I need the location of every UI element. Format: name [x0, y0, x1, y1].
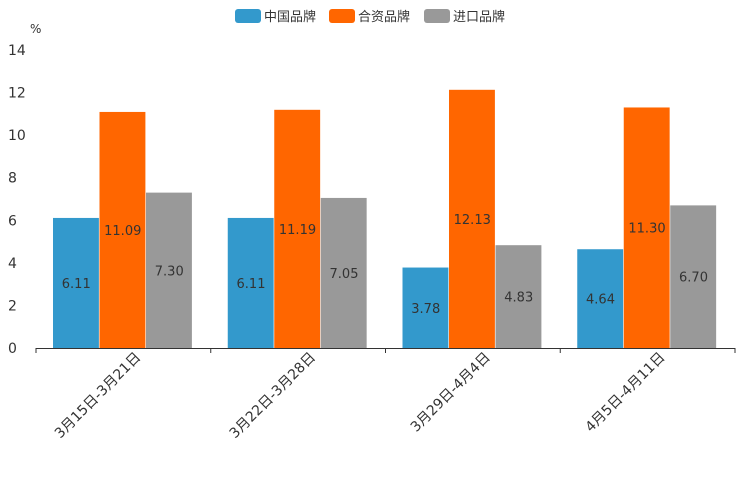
x-tick-label-3: 3月29日-4月4日: [408, 350, 494, 436]
y-tick-label-14: 14: [8, 43, 26, 59]
legend: 中国品牌 合资品牌 进口品牌: [235, 9, 505, 25]
bar-joint-venture-brand-1[interactable]: [99, 111, 146, 348]
bar-joint-venture-brand-3[interactable]: [449, 89, 495, 348]
data-label-china-brand-4: 4.64: [586, 293, 615, 308]
x-tick-label-1: 3月15日-3月21日: [52, 350, 144, 442]
data-label-china-brand-1: 6.11: [62, 277, 91, 292]
legend-swatch-joint-venture-brand: [329, 9, 355, 23]
bar-import-brand-2[interactable]: [320, 197, 367, 348]
data-label-joint-venture-brand-1: 11.09: [104, 224, 141, 239]
bar-china-brand-1[interactable]: [53, 217, 99, 348]
legend-item-import-brand[interactable]: 进口品牌: [424, 9, 505, 25]
data-label-import-brand-3: 4.83: [504, 291, 533, 306]
data-label-import-brand-2: 7.05: [330, 267, 359, 282]
x-tick-label-2: 3月22日-3月28日: [227, 350, 319, 442]
data-labels: 6.11 11.09 7.30 6.11 11.19 7.05 3.78 12.13 4.83 4…: [62, 213, 708, 317]
legend-item-joint-venture-brand[interactable]: 合资品牌: [329, 9, 410, 25]
data-label-import-brand-1: 7.30: [155, 264, 184, 279]
data-label-joint-venture-brand-2: 11.19: [279, 223, 316, 238]
y-tick-label-6: 6: [8, 213, 17, 229]
bar-joint-venture-brand-4[interactable]: [623, 107, 670, 348]
bar-china-brand-3[interactable]: [402, 267, 449, 348]
bar-import-brand-1[interactable]: [146, 192, 192, 348]
y-axis-unit-label: %: [30, 22, 41, 36]
x-tick-label-4: 4月5日-4月11日: [582, 350, 668, 436]
bars: [53, 89, 717, 348]
bar-import-brand-4[interactable]: [670, 205, 717, 348]
legend-item-china-brand[interactable]: 中国品牌: [235, 9, 316, 25]
legend-label-import-brand: 进口品牌: [453, 9, 505, 25]
bar-china-brand-4[interactable]: [577, 249, 624, 348]
data-label-china-brand-3: 3.78: [411, 302, 440, 317]
y-tick-label-10: 10: [8, 128, 26, 144]
bar-joint-venture-brand-2[interactable]: [274, 109, 321, 348]
y-axis: 0 2 4 6 8 10 12 14: [8, 43, 26, 357]
bar-import-brand-3[interactable]: [495, 245, 542, 348]
legend-label-joint-venture-brand: 合资品牌: [358, 9, 410, 25]
legend-swatch-import-brand: [424, 9, 450, 23]
data-label-china-brand-2: 6.11: [237, 277, 266, 292]
data-label-joint-venture-brand-3: 12.13: [454, 213, 491, 228]
y-tick-label-8: 8: [8, 171, 17, 187]
y-tick-label-0: 0: [8, 341, 17, 357]
y-tick-label-2: 2: [8, 298, 17, 314]
data-label-import-brand-4: 6.70: [679, 271, 708, 286]
y-tick-label-12: 12: [8, 86, 26, 102]
legend-label-china-brand: 中国品牌: [264, 9, 316, 25]
legend-swatch-china-brand: [235, 9, 261, 23]
data-label-joint-venture-brand-4: 11.30: [628, 222, 665, 237]
y-tick-label-4: 4: [8, 256, 17, 272]
x-axis: 3月15日-3月21日 3月22日-3月28日 3月29日-4月4日 4月5日-4月1…: [35, 348, 736, 442]
bar-china-brand-2[interactable]: [227, 217, 274, 348]
